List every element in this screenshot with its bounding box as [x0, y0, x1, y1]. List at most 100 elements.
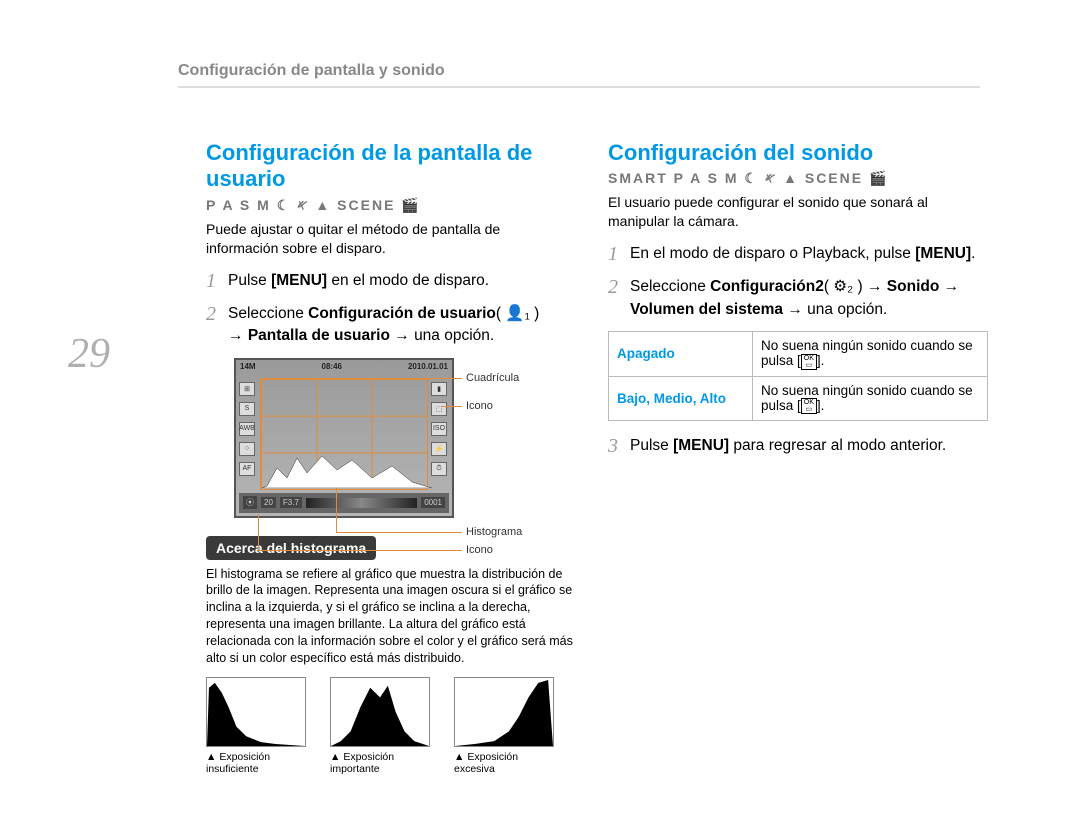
header-title: Configuración de pantalla y sonido	[178, 62, 445, 79]
hist-caption: Exposición insuficiente	[206, 751, 306, 776]
menu-key: [MENU]	[271, 272, 327, 289]
right-steps-2: 3 Pulse [MENU] para regresar al modo ant…	[608, 435, 988, 458]
text-part: ].	[817, 398, 825, 413]
text-part: en el modo de disparo.	[327, 272, 489, 289]
lcd-time: 08:46	[322, 362, 342, 376]
left-section-title: Configuración de la pantalla de usuario	[206, 140, 576, 193]
lcd-left-icon-column: ⊞ S AWB ○ AF	[239, 382, 257, 476]
mode-icon: ○	[239, 442, 255, 456]
step-number: 1	[608, 243, 630, 266]
lcd-bottom-bar: ⦿ 20 F3.7 0001	[239, 493, 449, 513]
text-part: para regresar al modo anterior.	[729, 437, 946, 454]
column-right: Configuración del sonido SMART P A S M ☾…	[608, 140, 988, 468]
option-desc: No suena ningún sonido cuando se pulsa […	[753, 332, 988, 376]
step-text: Seleccione Configuración2( ⚙₂ ) → Sonido…	[630, 276, 988, 321]
table-row: Bajo, Medio, Alto No suena ningún sonido…	[609, 376, 988, 420]
flash-icon: ⚡	[431, 442, 447, 456]
step-number: 2	[608, 276, 630, 321]
iso-icon: ISO	[431, 422, 447, 436]
right-step-3: 3 Pulse [MENU] para regresar al modo ant…	[608, 435, 988, 458]
hist-thumb	[454, 677, 554, 747]
lcd-resolution: 14M	[240, 362, 256, 376]
lcd-date: 2010.01.01	[408, 362, 448, 376]
right-step-1: 1 En el modo de disparo o Playback, puls…	[608, 243, 988, 266]
lcd-exposure-bar	[306, 498, 417, 508]
page-header: Configuración de pantalla y sonido	[178, 62, 980, 88]
grid-icon: ⊞	[239, 382, 255, 396]
hist-thumb	[330, 677, 430, 747]
lcd-val: 0001	[421, 497, 445, 508]
column-left: Configuración de la pantalla de usuario …	[206, 140, 576, 776]
menu-key: [MENU]	[915, 245, 971, 262]
arrow: →	[939, 278, 959, 295]
srgb-icon: S	[239, 402, 255, 416]
menu-key: [MENU]	[673, 437, 729, 454]
callout-histogram: Histograma	[466, 526, 522, 538]
text-part: → una opción.	[783, 301, 887, 318]
option-key: Apagado	[609, 332, 753, 376]
right-mode-indicators: SMART P A S M ☾ 𐤀 ▲ SCENE 🎬	[608, 170, 988, 187]
callout-icon-bottom: Icono	[466, 544, 493, 556]
histogram-examples-row: Exposición insuficiente Exposición impor…	[206, 677, 576, 776]
histogram-paragraph: El histograma se refiere al gráfico que …	[206, 566, 576, 667]
text-part: .	[971, 245, 975, 262]
hist-example-underexposed: Exposición insuficiente	[206, 677, 306, 776]
right-section-title: Configuración del sonido	[608, 140, 988, 166]
lcd-val: ⦿	[243, 496, 257, 509]
step-text: Pulse [MENU] para regresar al modo anter…	[630, 435, 946, 458]
bold-label: Configuración2	[710, 278, 824, 295]
hist-thumb	[206, 677, 306, 747]
text-part: Seleccione	[228, 305, 308, 322]
left-mode-indicators: P A S M ☾ 𐤀 ▲ SCENE 🎬	[206, 197, 576, 214]
arrow: →	[228, 327, 248, 344]
text-part: No suena ningún sonido cuando se pulsa [	[761, 338, 973, 368]
hist-caption: Exposición importante	[330, 751, 430, 776]
gear-icon: ( ⚙₂ )	[824, 276, 863, 298]
ok-button-icon: OK▭	[801, 354, 817, 370]
callout-text: Icono	[466, 400, 493, 412]
step-text: Seleccione Configuración de usuario ( 👤₁…	[228, 303, 539, 348]
histogram-heading-pill: Acerca del histograma	[206, 536, 376, 560]
bold-label: Volumen del sistema	[630, 301, 783, 318]
right-step-2: 2 Seleccione Configuración2( ⚙₂ ) → Soni…	[608, 276, 988, 321]
text-part: Pulse	[630, 437, 673, 454]
step-number: 1	[206, 270, 228, 293]
callout-grid: Cuadrícula	[466, 372, 519, 384]
bold-label: Sonido	[887, 278, 940, 295]
callout-icon-top: Icono	[466, 400, 493, 412]
hist-example-correct: Exposición importante	[330, 677, 430, 776]
text-part: Seleccione	[630, 278, 710, 295]
left-step-1: 1 Pulse [MENU] en el modo de disparo.	[206, 270, 576, 293]
lcd-right-icon-column: ▮ ⬚ ISO ⚡ ⏱	[431, 382, 449, 476]
text-part: Pulse	[228, 272, 271, 289]
focus-icon: ⬚	[431, 402, 447, 416]
callout-text: Icono	[466, 544, 493, 556]
timer-icon: ⏱	[431, 462, 447, 476]
text-part: → una opción.	[390, 327, 494, 344]
callout-text: Cuadrícula	[466, 372, 519, 384]
step-number: 2	[206, 303, 228, 348]
bold-label: Configuración de usuario	[308, 305, 496, 322]
sound-options-table: Apagado No suena ningún sonido cuando se…	[608, 331, 988, 421]
lcd-screen: 14M 08:46 2010.01.01 ⊞ S AWB ○ AF ▮ ⬚ IS…	[234, 358, 454, 518]
awb-icon: AWB	[239, 422, 255, 436]
text-part: No suena ningún sonido cuando se pulsa [	[761, 383, 973, 413]
page-number: 29	[68, 330, 110, 378]
bold-label: Pantalla de usuario	[248, 327, 390, 344]
lcd-diagram: 14M 08:46 2010.01.01 ⊞ S AWB ○ AF ▮ ⬚ IS…	[234, 358, 544, 518]
left-steps: 1 Pulse [MENU] en el modo de disparo. 2 …	[206, 270, 576, 348]
text-part: ].	[817, 353, 825, 368]
callout-text: Histograma	[466, 526, 522, 538]
option-key: Bajo, Medio, Alto	[609, 376, 753, 420]
step-text: En el modo de disparo o Playback, pulse …	[630, 243, 975, 266]
af-icon: AF	[239, 462, 255, 476]
lcd-val: F3.7	[280, 497, 302, 508]
hist-example-overexposed: Exposición excesiva	[454, 677, 554, 776]
left-intro-text: Puede ajustar o quitar el método de pant…	[206, 220, 576, 258]
right-intro-text: El usuario puede configurar el sonido qu…	[608, 193, 988, 231]
lcd-histogram	[262, 448, 432, 488]
table-row: Apagado No suena ningún sonido cuando se…	[609, 332, 988, 376]
left-step-2: 2 Seleccione Configuración de usuario ( …	[206, 303, 576, 348]
lcd-topbar: 14M 08:46 2010.01.01	[236, 360, 452, 378]
right-steps: 1 En el modo de disparo o Playback, puls…	[608, 243, 988, 321]
